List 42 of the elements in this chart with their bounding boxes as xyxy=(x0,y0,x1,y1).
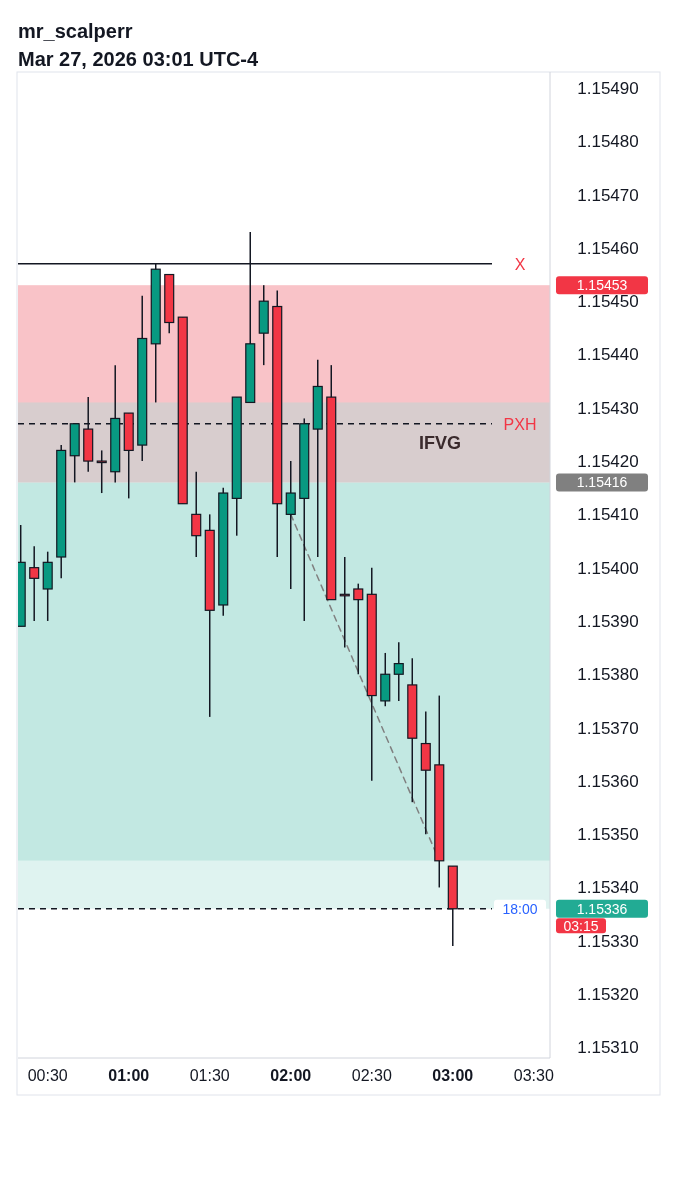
text: 03:15 xyxy=(563,917,599,934)
x-tick-label: 03:30 xyxy=(513,1067,554,1084)
x-tick-label: 01:30 xyxy=(189,1067,230,1084)
band-label: IFVG xyxy=(418,433,462,454)
candlestick xyxy=(191,470,202,558)
y-tick-label: 1.15470 xyxy=(577,185,639,205)
text: 1.15336 xyxy=(576,900,628,917)
y-tick-label: 1.15490 xyxy=(577,78,639,98)
chart-subtitle: Mar 27, 2026 03:01 UTC-4 xyxy=(18,48,259,70)
y-tick-label: 1.15440 xyxy=(577,345,639,365)
candlestick xyxy=(353,582,364,676)
candlestick xyxy=(96,449,107,494)
x-tick-label: 01:00 xyxy=(108,1067,150,1084)
chart-title: mr_scalperr xyxy=(18,20,133,42)
ref-line-label: PXH xyxy=(503,415,537,433)
x-tick-label: 00:30 xyxy=(27,1067,68,1084)
y-tick-label: 1.15310 xyxy=(577,1038,639,1058)
y-tick-label: 1.15350 xyxy=(577,825,639,845)
y-tick-label: 1.15370 xyxy=(577,718,639,738)
y-tick-label: 1.15400 xyxy=(577,558,639,578)
text: 1.15416 xyxy=(576,474,628,491)
y-tick-label: 1.15420 xyxy=(577,452,639,472)
candlestick xyxy=(29,545,40,622)
text: 1.15453 xyxy=(576,277,628,294)
x-tick-label: 02:00 xyxy=(270,1067,312,1084)
annotation: 18:00 xyxy=(502,900,538,917)
y-tick-label: 1.15390 xyxy=(577,611,639,631)
y-tick-label: 1.15380 xyxy=(577,665,639,685)
ref-line-label: X xyxy=(514,255,526,273)
y-tick-label: 1.15340 xyxy=(577,878,639,898)
y-tick-label: 1.15330 xyxy=(577,931,639,951)
y-tick-label: 1.15460 xyxy=(577,238,639,258)
y-tick-label: 1.15320 xyxy=(577,985,639,1005)
x-tick-label: 02:30 xyxy=(351,1067,392,1084)
y-tick-label: 1.15480 xyxy=(577,132,639,152)
candlestick xyxy=(393,641,404,702)
y-tick-label: 1.15450 xyxy=(577,292,639,312)
y-tick-label: 1.15430 xyxy=(577,398,639,418)
y-tick-label: 1.15360 xyxy=(577,771,639,791)
candlestick xyxy=(285,460,296,590)
y-tick-label: 1.15410 xyxy=(577,505,639,525)
x-tick-label: 03:00 xyxy=(432,1067,474,1084)
